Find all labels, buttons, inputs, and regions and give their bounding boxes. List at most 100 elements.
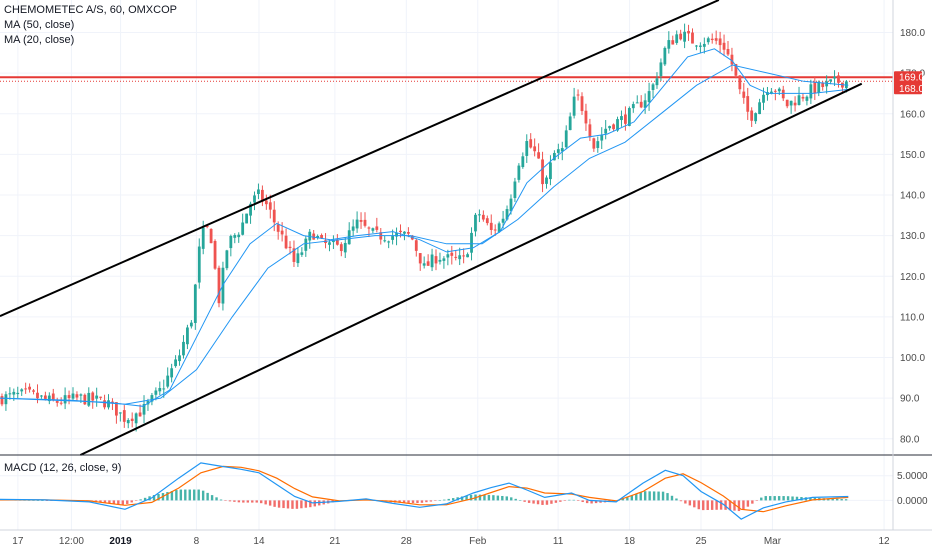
macd-histogram-bar <box>251 500 254 503</box>
macd-histogram-bar <box>568 499 571 501</box>
candle-body <box>154 390 158 395</box>
ma50-legend[interactable]: MA (50, close) <box>4 19 75 31</box>
macd-histogram-bar <box>791 496 794 501</box>
macd-histogram-bar <box>702 500 705 511</box>
candle-body <box>71 393 75 399</box>
time-tick-label: 28 <box>401 536 413 547</box>
macd-histogram-bar <box>117 500 120 505</box>
candle-body <box>525 141 529 156</box>
candle-body <box>726 49 730 55</box>
macd-histogram-bar <box>550 500 553 504</box>
candle-body <box>734 63 738 76</box>
macd-histogram-bar <box>835 498 839 501</box>
candle-body <box>201 227 205 249</box>
ma20-legend[interactable]: MA (20, close) <box>4 34 75 46</box>
time-tick-label: 17 <box>12 536 24 547</box>
macd-histogram-bar <box>206 492 209 501</box>
macd-histogram-bar <box>451 498 455 501</box>
candle-body <box>552 152 556 161</box>
candle-body <box>545 177 548 184</box>
macd-histogram-bar <box>719 500 723 510</box>
candle-body <box>758 102 761 115</box>
candle-body <box>537 152 541 159</box>
price-tick-label: 140.0 <box>900 191 925 202</box>
legend: CHEMOMETEC A/S, 60, OMXCOP MA (50, close… <box>4 3 177 48</box>
macd-histogram-bar <box>710 500 714 510</box>
candle-body <box>470 232 473 253</box>
candle-body <box>229 235 233 249</box>
macd-histogram-bar <box>514 498 517 501</box>
macd-histogram-bar <box>112 500 116 504</box>
candle-body <box>233 235 237 238</box>
candle-body <box>801 96 805 99</box>
candle-body <box>111 401 114 403</box>
macd-histogram-bar <box>813 497 817 501</box>
candle-body <box>59 402 63 404</box>
macd-histogram-bar <box>581 500 584 503</box>
macd-histogram-bar <box>465 495 468 501</box>
macd-histogram-bar <box>460 496 464 501</box>
candle-body <box>339 244 343 252</box>
time-axis[interactable]: 17 12:00 2019 8 14 21 28 Feb 11 18 25 Mar 12 <box>12 536 890 547</box>
candle-body <box>817 81 821 93</box>
time-tick-label: 14 <box>253 536 265 547</box>
candle-body <box>698 45 702 47</box>
candle-body <box>533 146 537 152</box>
macd-histogram-bar <box>666 493 669 501</box>
macd-histogram-bar <box>402 500 406 503</box>
trend-channel[interactable] <box>0 0 863 456</box>
candle-body <box>600 135 604 141</box>
macd-histogram-bar <box>434 500 437 501</box>
macd-histogram-bar <box>742 500 745 510</box>
candle-body <box>513 181 517 198</box>
channel-lower-line[interactable] <box>79 82 863 456</box>
macd-histogram-bar <box>233 500 236 502</box>
macd-lines <box>0 462 849 520</box>
horizontal-levels[interactable] <box>0 76 893 82</box>
candle-body <box>142 404 146 415</box>
candle-body <box>189 322 193 327</box>
channel-upper-line[interactable] <box>0 0 720 317</box>
candles <box>0 23 848 432</box>
candle-body <box>197 246 201 283</box>
candle-body <box>714 38 718 41</box>
candle-body <box>387 241 391 243</box>
candle-body <box>624 114 627 124</box>
macd-histogram-bar <box>643 491 647 501</box>
candle-body <box>521 156 525 168</box>
macd-histogram-bar <box>679 500 683 502</box>
candle-body <box>426 261 430 266</box>
moving-average-lines <box>0 48 849 407</box>
macd-axis[interactable]: 0.0000 5.0000 <box>897 471 928 507</box>
main-pane[interactable] <box>0 0 893 530</box>
candle-body <box>193 284 197 323</box>
macd-histogram-bar <box>697 500 700 510</box>
macd-histogram-bar <box>425 500 428 503</box>
candle-body <box>442 258 446 261</box>
macd-histogram-bar <box>255 500 258 503</box>
macd-histogram-bar <box>621 498 625 501</box>
candle-body <box>395 233 398 237</box>
candle-body <box>399 230 402 233</box>
macd-histogram-bar <box>134 500 138 501</box>
symbol-title[interactable]: CHEMOMETEC A/S, 60, OMXCOP <box>4 4 177 16</box>
candle-body <box>481 214 485 220</box>
macd-histogram-bar <box>313 500 316 507</box>
candle-body <box>529 139 533 148</box>
candle-body <box>505 209 509 220</box>
macd-histogram-bar <box>246 500 250 503</box>
macd-histogram-bar <box>639 492 642 501</box>
macd-pane[interactable] <box>0 462 893 520</box>
candle-body <box>87 392 91 406</box>
candle-body <box>809 84 813 99</box>
macd-histogram-bar <box>782 496 785 501</box>
candle-body <box>702 43 706 47</box>
candle-body <box>375 226 379 230</box>
candle-body <box>213 240 217 269</box>
candle-body <box>450 252 454 256</box>
candle-body <box>762 94 765 103</box>
candle-body <box>489 222 493 230</box>
macd-legend[interactable]: MACD (12, 26, close, 9) <box>4 462 122 474</box>
candle-body <box>829 79 832 82</box>
